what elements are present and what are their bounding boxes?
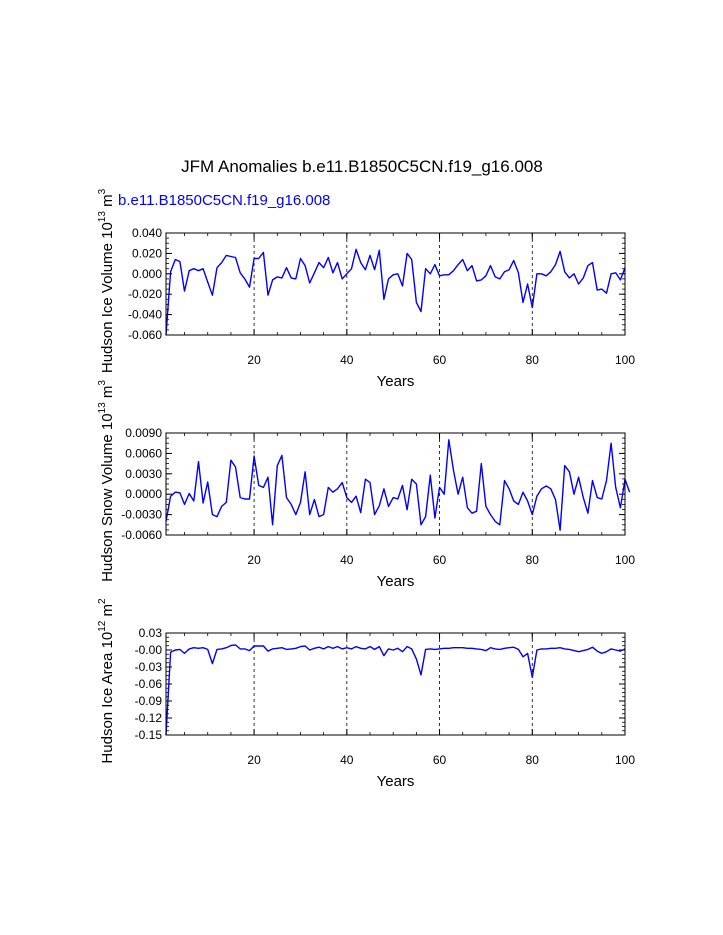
ylabel-unit-exponent: 3 [97,380,108,386]
y-tick-label: 0.0030 [125,467,162,481]
ylabel-prefix: Hudson Ice Area 10 [99,632,116,764]
y-tick-label: -0.060 [128,328,162,342]
y-tick-label: -0.15 [135,728,163,742]
ice-area-panel: -0.15 -0.12 -0.09 -0.06 -0.03 -0.00 0.03 20 40 60… [97,598,635,790]
y-tick-label: -0.00 [135,643,163,657]
ylabel-unit: m [99,194,116,211]
y-axis-title: Hudson Ice Area 1012 m2 [97,598,116,764]
y-tick-label: -0.09 [135,694,163,708]
x-tick-label: 100 [615,353,635,367]
ylabel-exponent: 12 [97,620,108,632]
ylabel-unit-exponent: 2 [97,598,108,604]
x-tick-label: 80 [526,353,540,367]
plot-frame [165,632,626,736]
y-tick-label: -0.020 [128,287,162,301]
ylabel-unit: m [99,386,116,403]
ylabel-exponent: 13 [97,402,108,414]
y-axis-title: Hudson Snow Volume 1013 m3 [97,380,116,582]
data-line [165,248,626,336]
ylabel-prefix: Hudson Snow Volume 10 [99,413,116,581]
y-tick-label: 0.0000 [125,487,162,501]
x-tick-label: 40 [340,353,354,367]
y-tick-label: -0.040 [128,308,162,322]
y-tick-label: -0.0030 [121,508,162,522]
y-tick-label: -0.06 [135,677,163,691]
x-tick-label: 60 [433,753,447,767]
x-tick-label: 40 [340,753,354,767]
snow-volume-panel: -0.0060 -0.0030 0.0000 0.0030 0.0060 0.0090 20… [97,380,635,590]
x-tick-label: 20 [247,353,261,367]
x-tick-label: 80 [526,753,540,767]
ice-volume-panel: b.e11.B1850C5CN.f19_g16.008 -0.060 -0.040… [97,188,635,390]
data-line [165,644,626,736]
plot-frame [165,232,626,336]
y-tick-label: 0.03 [139,626,163,640]
ylabel-prefix: Hudson Ice Volume 10 [99,222,116,373]
x-tick-label: 60 [433,553,447,567]
y-tick-label: 0.0060 [125,446,162,460]
data-line [165,439,631,531]
y-tick-label: -0.12 [135,711,163,725]
x-tick-label: 100 [615,753,635,767]
y-tick-label: 0.0090 [125,426,162,440]
y-tick-label: 0.040 [132,226,162,240]
ylabel-unit-exponent: 3 [97,188,108,194]
y-tick-label: -0.0060 [121,528,162,542]
ylabel-unit: m [99,604,116,621]
y-tick-label: 0.020 [132,246,162,260]
ylabel-exponent: 13 [97,211,108,223]
y-tick-label: -0.03 [135,660,163,674]
x-axis-title: Years [377,573,415,590]
plot-frame [165,432,626,536]
x-tick-label: 80 [526,553,540,567]
case-label: b.e11.B1850C5CN.f19_g16.008 [118,192,330,209]
main-title: JFM Anomalies b.e11.B1850C5CN.f19_g16.00… [181,157,543,176]
x-tick-label: 20 [247,553,261,567]
x-tick-label: 60 [433,353,447,367]
x-axis-title: Years [377,373,415,390]
x-axis-title: Years [377,773,415,790]
y-tick-label: 0.000 [132,267,162,281]
x-tick-label: 20 [247,753,261,767]
y-axis-title: Hudson Ice Volume 1013 m3 [97,188,116,373]
x-tick-label: 100 [615,553,635,567]
x-tick-label: 40 [340,553,354,567]
